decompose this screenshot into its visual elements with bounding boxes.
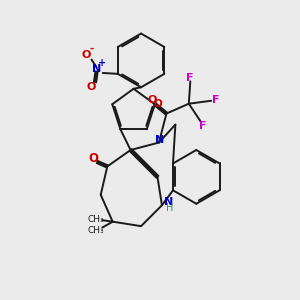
Text: CH₃: CH₃: [88, 226, 105, 235]
Text: N: N: [164, 197, 174, 207]
Text: F: F: [200, 121, 207, 131]
Text: F: F: [186, 73, 194, 83]
Text: O: O: [88, 152, 98, 166]
Text: H: H: [166, 203, 173, 213]
Text: N: N: [155, 134, 164, 145]
Text: O: O: [81, 50, 91, 60]
Text: +: +: [98, 58, 106, 68]
Text: O: O: [148, 95, 157, 105]
Text: N: N: [92, 64, 101, 74]
Text: CH₃: CH₃: [88, 215, 105, 224]
Text: O: O: [154, 99, 162, 109]
Text: -: -: [90, 44, 94, 54]
Text: O: O: [87, 82, 96, 92]
Text: F: F: [212, 95, 219, 105]
